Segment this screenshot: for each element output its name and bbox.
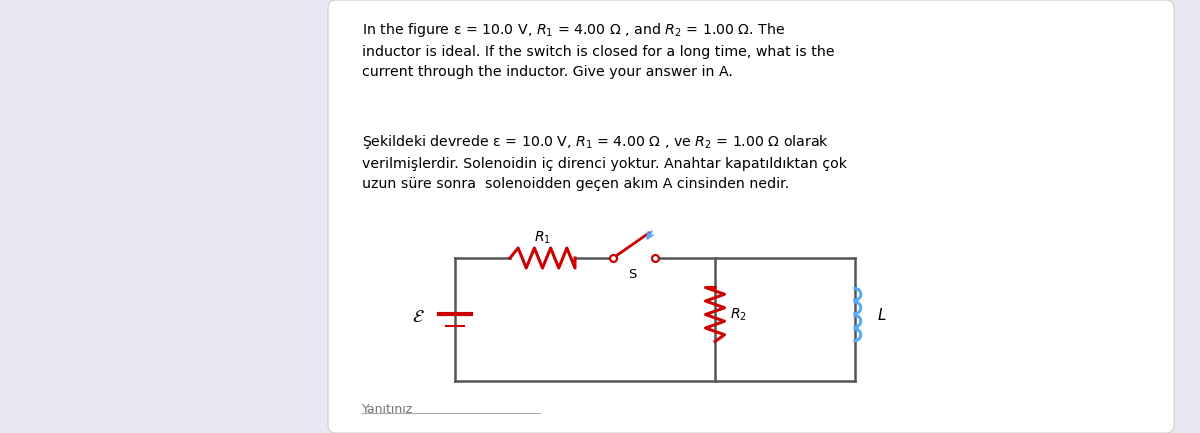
Text: Yanıtınız: Yanıtınız xyxy=(362,403,413,416)
Text: $L$: $L$ xyxy=(877,307,887,323)
FancyBboxPatch shape xyxy=(328,0,1174,433)
Text: S: S xyxy=(628,268,636,281)
Text: $\mathcal{E}$: $\mathcal{E}$ xyxy=(413,308,425,326)
Text: $R_1$: $R_1$ xyxy=(534,229,551,246)
Text: In the figure ε = 10.0 V, $R_1$ = 4.00 Ω , and $R_2$ = 1.00 Ω. The
inductor is i: In the figure ε = 10.0 V, $R_1$ = 4.00 Ω… xyxy=(362,21,835,79)
Text: Şekildeki devrede ε = 10.0 V, $R_1$ = 4.00 Ω , ve $R_2$ = 1.00 Ω olarak
verilmiş: Şekildeki devrede ε = 10.0 V, $R_1$ = 4.… xyxy=(362,133,847,191)
Text: $R_2$: $R_2$ xyxy=(730,306,746,323)
